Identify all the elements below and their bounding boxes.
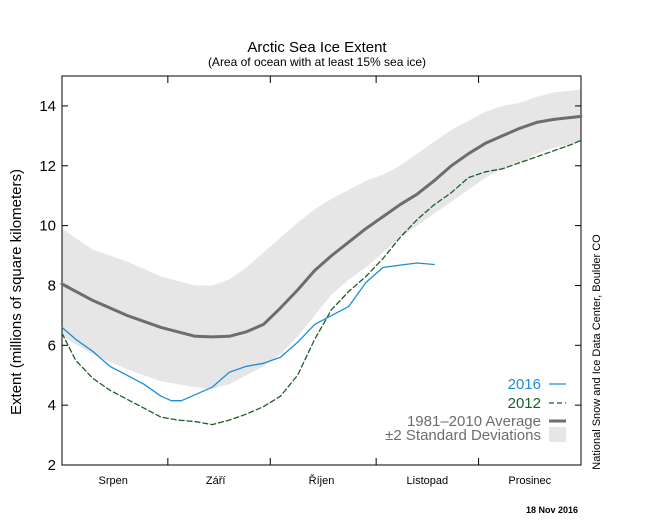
y-tick-label: 12 bbox=[39, 158, 56, 175]
chart-subtitle: (Area of ocean with at least 15% sea ice… bbox=[208, 55, 426, 69]
y-tick-label: 10 bbox=[39, 218, 56, 235]
y-tick-label: 8 bbox=[48, 277, 56, 294]
legend-label: 1981–2010 Average bbox=[407, 413, 541, 430]
series-line-2016 bbox=[61, 262, 435, 402]
date-stamp: 18 Nov 2016 bbox=[526, 505, 578, 515]
month-label: Srpen bbox=[99, 475, 128, 487]
legend-label: ±2 Standard Deviations bbox=[385, 427, 541, 444]
series-line-1981-2010-average bbox=[60, 114, 583, 339]
plot-area: 2 4 6 8 10 12 14 Srpen Září Říjen Listopad Prosinec bbox=[39, 75, 583, 487]
month-label: Listopad bbox=[407, 475, 449, 487]
y-tick-label: 2 bbox=[48, 457, 56, 474]
month-label: Říjen bbox=[309, 474, 335, 487]
y-axis-label: Extent (millions of square kilometers) bbox=[8, 169, 25, 415]
month-label: Září bbox=[206, 475, 226, 487]
legend-swatch bbox=[549, 427, 566, 442]
y-tick-label: 6 bbox=[48, 337, 56, 354]
plot-frame bbox=[61, 75, 582, 466]
credit-text: National Snow and Ice Data Center, Bould… bbox=[591, 234, 603, 470]
legend-label: 2012 bbox=[508, 395, 541, 412]
y-tick-label: 14 bbox=[39, 98, 56, 115]
series-line-2012 bbox=[61, 139, 582, 426]
chart-title: Arctic Sea Ice Extent bbox=[247, 39, 387, 56]
legend-label: 2016 bbox=[508, 376, 541, 393]
y-tick-label: 4 bbox=[48, 397, 56, 414]
month-label: Prosinec bbox=[508, 475, 551, 487]
